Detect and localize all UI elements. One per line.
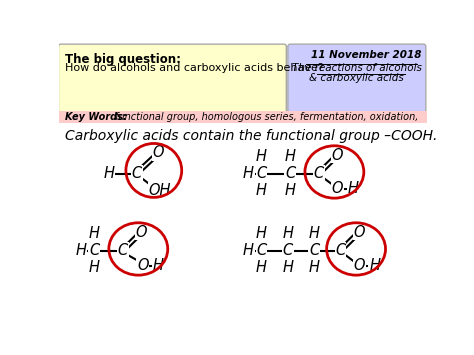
Text: C: C: [336, 243, 346, 258]
Text: The reactions of alcohols: The reactions of alcohols: [292, 64, 422, 73]
Text: H: H: [256, 183, 267, 198]
Text: O: O: [354, 258, 365, 273]
Text: C: C: [283, 243, 293, 258]
Text: C: C: [285, 166, 295, 181]
Text: 11 November 2018: 11 November 2018: [311, 50, 422, 60]
Text: C: C: [132, 166, 142, 181]
Text: H: H: [256, 226, 267, 241]
Text: & carboxylic acids: & carboxylic acids: [310, 73, 404, 83]
Text: C: C: [256, 166, 267, 181]
Text: H: H: [285, 149, 296, 164]
Text: C: C: [89, 243, 99, 258]
Text: H: H: [283, 260, 293, 275]
Text: The big question:: The big question:: [65, 53, 182, 66]
FancyBboxPatch shape: [288, 44, 426, 114]
Text: OH: OH: [149, 183, 171, 198]
Text: O: O: [153, 145, 164, 160]
Text: H: H: [285, 183, 296, 198]
Text: H: H: [103, 166, 114, 181]
Text: C: C: [256, 243, 267, 258]
Text: O: O: [137, 258, 149, 273]
Text: H: H: [243, 166, 254, 181]
Text: H: H: [283, 226, 293, 241]
Text: H: H: [75, 243, 86, 258]
Text: H: H: [309, 260, 320, 275]
Text: Carboxylic acids contain the functional group –COOH.: Carboxylic acids contain the functional …: [65, 129, 438, 143]
FancyBboxPatch shape: [58, 44, 286, 114]
Text: H: H: [243, 243, 254, 258]
Text: O: O: [354, 224, 365, 240]
Text: functional group, homologous series, fermentation, oxidation,: functional group, homologous series, fer…: [112, 112, 419, 122]
Text: H: H: [89, 260, 100, 275]
Bar: [59, 111, 427, 124]
Text: How do alcohols and carboxylic acids behave?: How do alcohols and carboxylic acids beh…: [65, 64, 324, 73]
Text: C: C: [118, 243, 128, 258]
Text: O: O: [136, 224, 147, 240]
Text: O: O: [332, 148, 343, 163]
Text: O: O: [332, 181, 343, 196]
Text: C: C: [314, 166, 324, 181]
Text: H: H: [256, 149, 267, 164]
Text: H: H: [256, 260, 267, 275]
Text: H: H: [369, 258, 380, 273]
Text: H: H: [89, 226, 100, 241]
Text: H: H: [309, 226, 320, 241]
Text: Key Words:: Key Words:: [65, 112, 127, 122]
Text: H: H: [153, 258, 164, 273]
Text: C: C: [309, 243, 319, 258]
Text: H: H: [347, 181, 358, 196]
